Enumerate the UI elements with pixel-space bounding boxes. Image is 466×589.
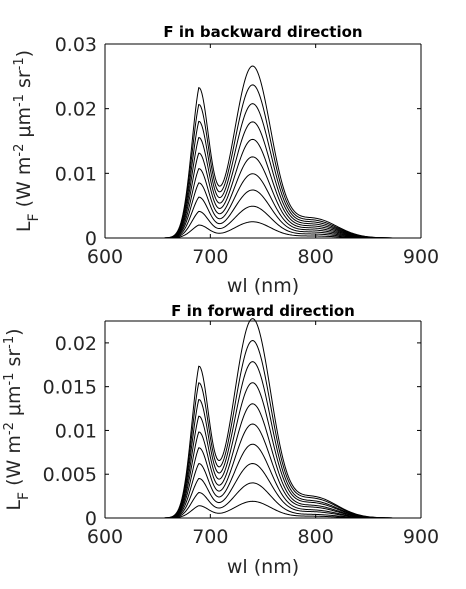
y-tick-label: 0.02 xyxy=(55,333,97,355)
series-line-9 xyxy=(105,205,421,239)
series-line-5 xyxy=(105,403,421,519)
series-line-8 xyxy=(105,463,421,519)
series-line-7 xyxy=(105,443,421,519)
series-line-10 xyxy=(105,221,421,239)
y-axis-label: LF (W m-2 μm-1 sr-1) xyxy=(2,328,33,510)
y-tick-label: 0.03 xyxy=(55,34,97,56)
series-line-2 xyxy=(105,84,421,239)
y-tick-label: 0.015 xyxy=(43,377,97,399)
x-tick-label: 900 xyxy=(403,526,439,548)
x-tick-label: 800 xyxy=(298,246,334,268)
series-line-7 xyxy=(105,173,421,239)
y-axis-label: LF (W m-2 μm-1 sr-1) xyxy=(12,50,43,232)
y-tick-label: 0.01 xyxy=(55,163,97,185)
series-line-8 xyxy=(105,189,421,239)
x-tick-label: 900 xyxy=(403,246,439,268)
x-tick-label: 700 xyxy=(192,246,228,268)
y-tick-label: 0 xyxy=(85,508,97,530)
y-tick-label: 0.02 xyxy=(55,99,97,121)
chart-title: F in backward direction xyxy=(163,23,362,41)
series-line-1 xyxy=(105,65,421,239)
series-line-3 xyxy=(105,361,421,519)
x-tick-label: 600 xyxy=(87,246,123,268)
x-tick-label: 600 xyxy=(87,526,123,548)
backward-direction-chart: F in backward direction 600 700 800 900 0 0.01… xyxy=(12,23,440,297)
series-line-2 xyxy=(105,340,421,519)
forward-direction-chart: F in forward direction 600 700 800 900 0 0.005… xyxy=(2,302,440,578)
series-line-4 xyxy=(105,121,421,239)
y-tick-label: 0 xyxy=(85,228,97,250)
series-line-10 xyxy=(105,500,421,519)
y-tick-label: 0.005 xyxy=(43,464,97,486)
series-line-4 xyxy=(105,382,421,519)
series-line-3 xyxy=(105,103,421,239)
series-line-5 xyxy=(105,138,421,239)
x-tick-label: 700 xyxy=(192,526,228,548)
x-tick-label: 800 xyxy=(298,526,334,548)
y-tick-label: 0.01 xyxy=(55,420,97,442)
series-line-9 xyxy=(105,482,421,519)
x-axis-label: wl (nm) xyxy=(227,275,299,297)
chart-title: F in forward direction xyxy=(171,302,355,320)
x-axis-label: wl (nm) xyxy=(227,556,299,578)
